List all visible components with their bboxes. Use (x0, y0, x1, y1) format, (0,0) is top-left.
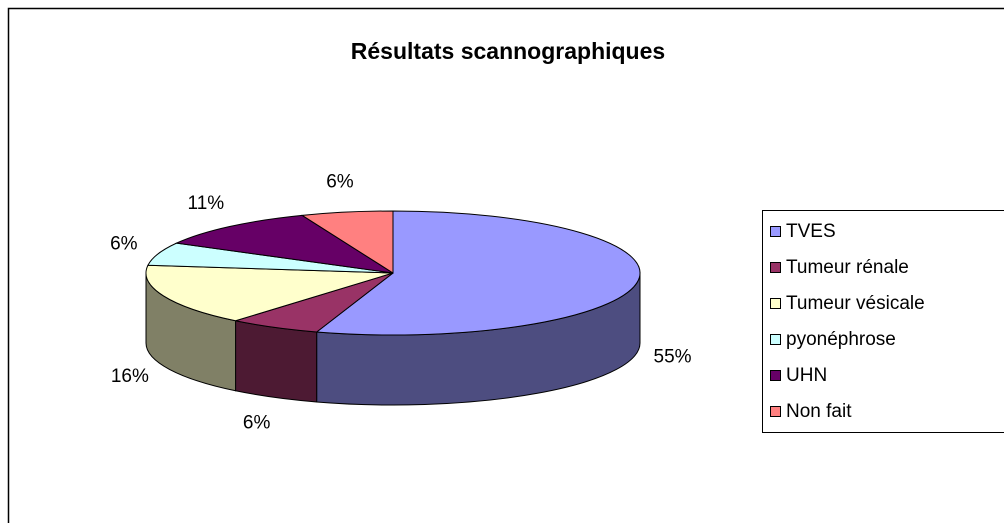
legend-label: Tumeur rénale (786, 257, 909, 278)
legend-label: pyonéphrose (786, 329, 896, 350)
legend-swatch (770, 370, 781, 381)
pie-side (235, 320, 318, 403)
legend-label: Tumeur vésicale (786, 293, 925, 314)
legend-box (762, 210, 1004, 433)
data-label: 6% (110, 234, 138, 255)
data-label: 6% (326, 172, 354, 193)
pie-slice (300, 210, 394, 274)
data-label: 55% (654, 346, 692, 367)
pie-slice (315, 210, 641, 336)
pie-slice (145, 264, 394, 322)
legend-swatch (770, 226, 781, 237)
legend-swatch (770, 262, 781, 273)
data-label: 16% (111, 366, 149, 387)
legend-label: TVES (786, 221, 836, 242)
legend-label: UHN (786, 365, 827, 386)
legend-swatch (770, 334, 781, 345)
data-label: 11% (188, 193, 225, 214)
legend-swatch (770, 298, 781, 309)
legend-swatch (770, 406, 781, 417)
data-label: 6% (243, 413, 271, 434)
legend-label: Non fait (786, 401, 852, 422)
pie-slice (174, 214, 394, 274)
chart-title: Résultats scannographiques (351, 38, 665, 64)
